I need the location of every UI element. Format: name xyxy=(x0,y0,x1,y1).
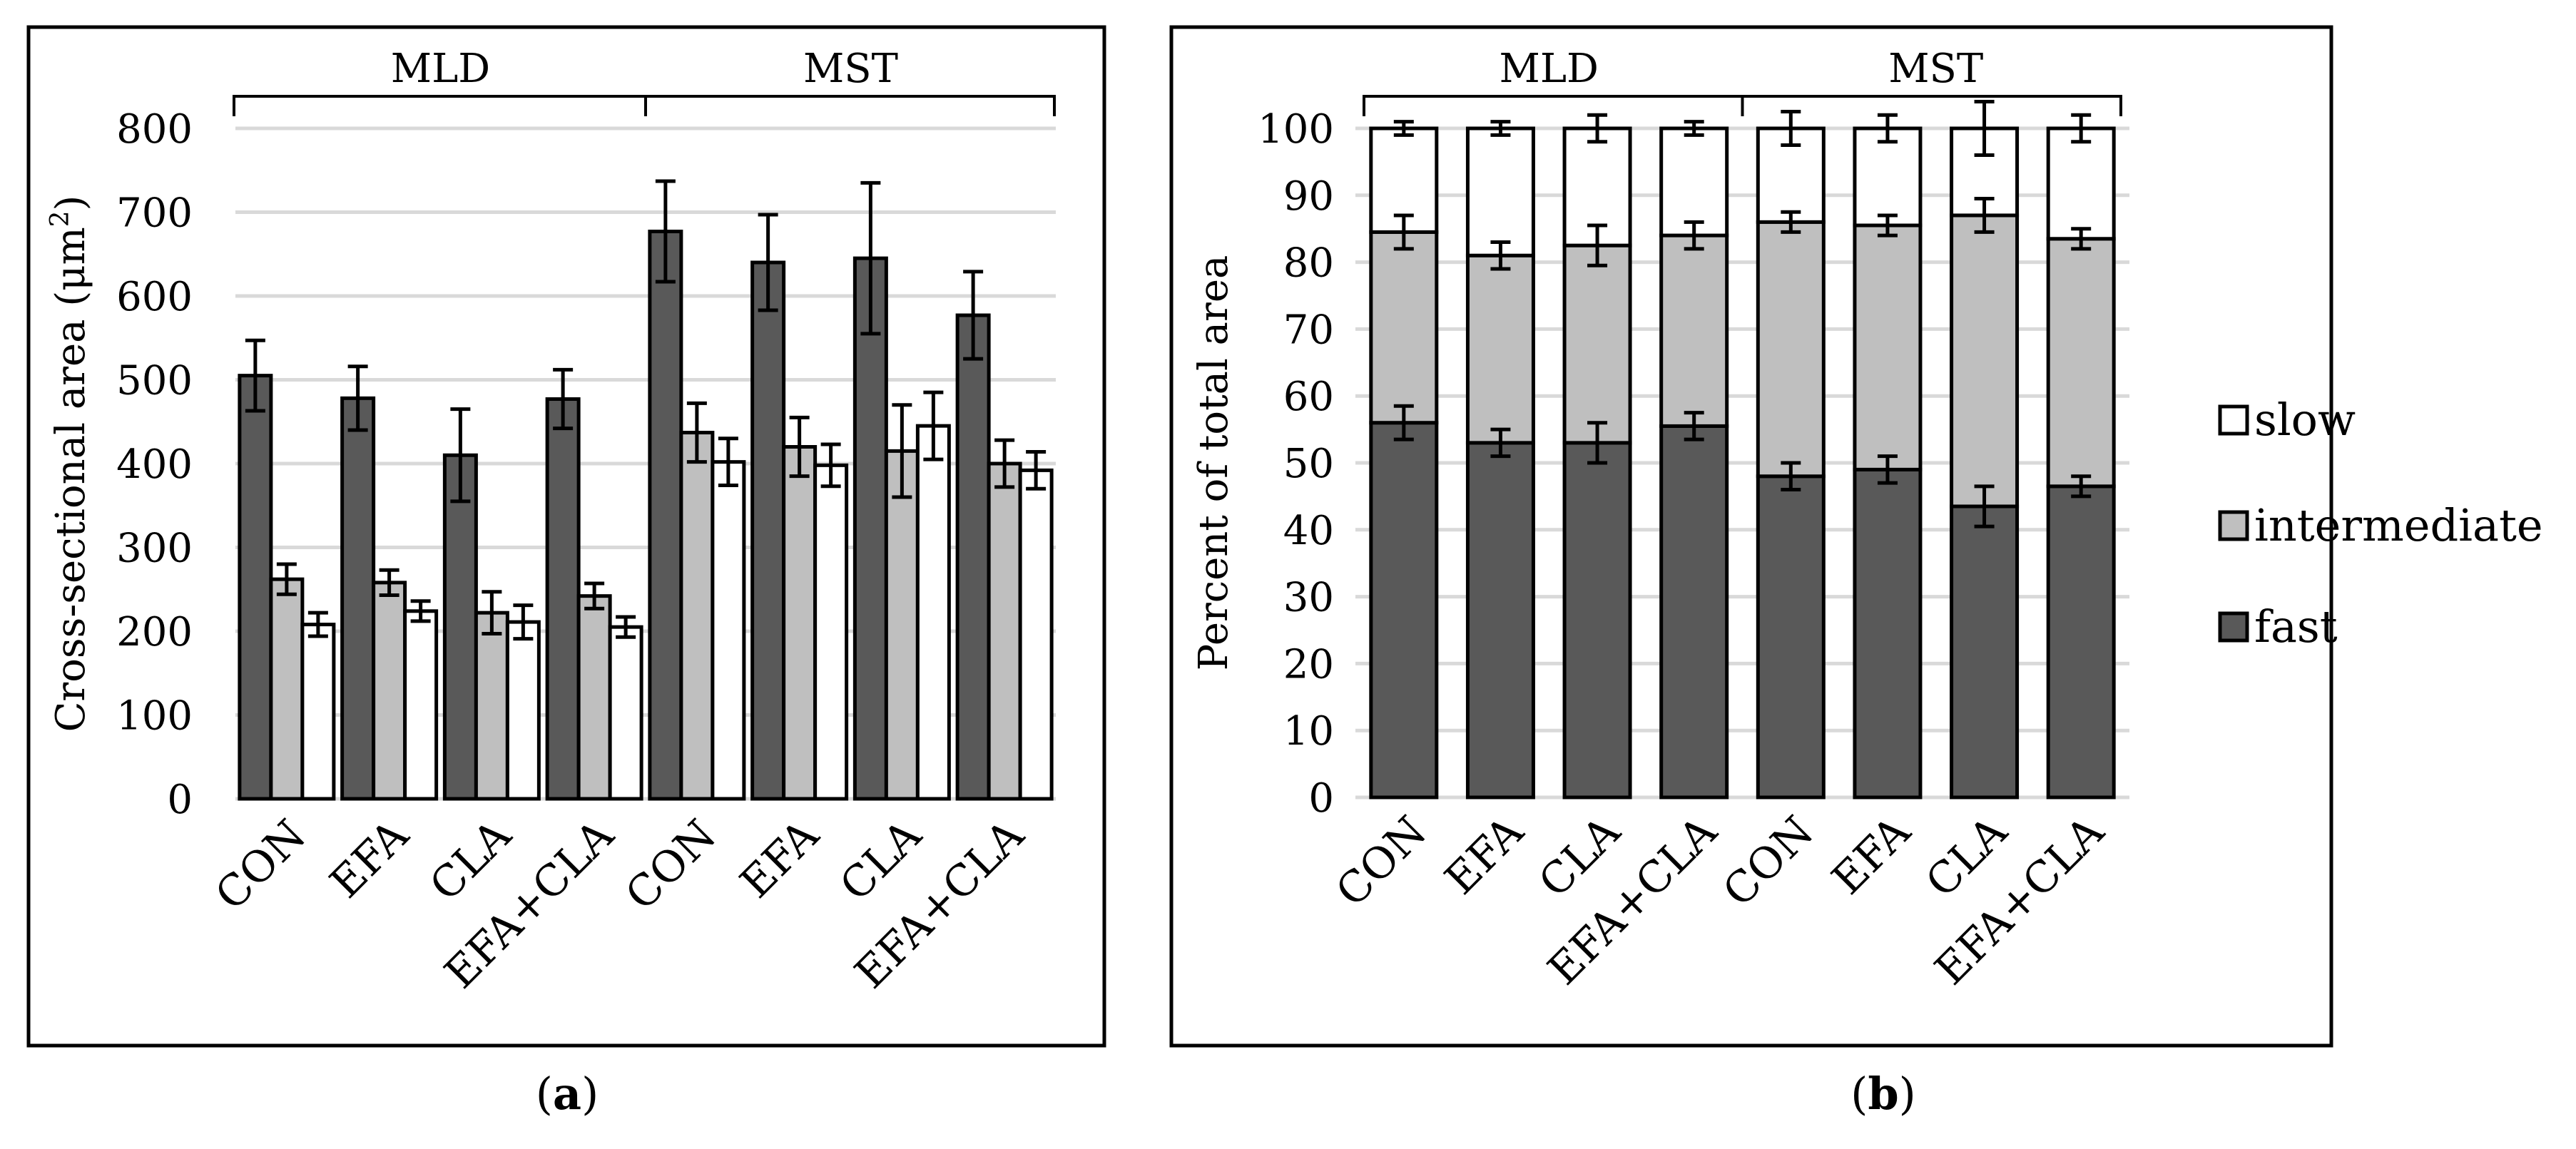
y-axis-title: Cross-sectional area (μm2) xyxy=(46,195,94,732)
panel-b-frame xyxy=(1169,25,2333,1048)
y-tick-label: 20 xyxy=(1283,641,1334,688)
bar-segment-intermediate xyxy=(1465,253,1535,445)
legend-swatch-intermediate xyxy=(2218,510,2249,541)
bar-segment-intermediate xyxy=(1562,243,1632,445)
y-axis-title-tail: ) xyxy=(48,195,94,211)
y-tick-label: 60 xyxy=(1283,374,1334,420)
bar-segment-slow xyxy=(1853,126,1923,228)
bar-segment-slow xyxy=(1465,126,1535,257)
bar-fast xyxy=(340,396,376,801)
y-axis-title-text: Cross-sectional area (μm xyxy=(48,227,94,732)
y-tick-label: 200 xyxy=(116,609,193,655)
bar-segment-intermediate xyxy=(2046,237,2116,489)
group-bracket-mst xyxy=(644,95,1056,116)
bar-segment-fast xyxy=(1369,421,1439,800)
bar-segment-intermediate xyxy=(1659,233,1729,428)
y-tick-label: 0 xyxy=(167,777,193,823)
y-tick-label: 0 xyxy=(1308,775,1334,822)
bar-slow xyxy=(1018,468,1054,801)
panel-a-frame xyxy=(26,25,1106,1048)
bar-fast xyxy=(852,256,888,801)
legend: slow intermediate fast xyxy=(2218,394,2543,653)
y-tick-label: 400 xyxy=(116,441,193,488)
bar-fast xyxy=(442,453,478,801)
bar-intermediate xyxy=(782,445,818,801)
y-tick-label: 300 xyxy=(116,526,193,572)
bar-intermediate xyxy=(372,581,407,801)
panel-b-caption: (b) xyxy=(1850,1068,1916,1120)
y-tick-label: 100 xyxy=(1258,106,1334,153)
bar-slow xyxy=(403,609,439,801)
bar-segment-fast xyxy=(1950,504,2020,800)
bar-segment-intermediate xyxy=(1756,220,1826,479)
group-label-mst: MST xyxy=(803,46,898,92)
y-tick-label: 500 xyxy=(116,358,193,404)
legend-label-fast: fast xyxy=(2254,601,2338,653)
bar-segment-intermediate xyxy=(1950,213,2020,509)
bar-segment-intermediate xyxy=(1369,230,1439,425)
bar-slow xyxy=(608,625,643,801)
bar-segment-fast xyxy=(1562,441,1632,800)
bar-intermediate xyxy=(576,594,612,801)
bar-segment-intermediate xyxy=(1853,223,1923,471)
bar-intermediate xyxy=(987,461,1022,801)
panel-a-label: a xyxy=(553,1068,581,1120)
panel-b-label: b xyxy=(1868,1068,1898,1120)
y-tick-label: 700 xyxy=(116,190,193,237)
y-tick-label: 100 xyxy=(116,693,193,740)
panel-a-caption: (a) xyxy=(536,1068,599,1120)
y-tick-label: 50 xyxy=(1283,441,1334,487)
y-tick-label: 10 xyxy=(1283,708,1334,755)
group-label-mst: MST xyxy=(1888,46,1983,92)
y-tick-label: 30 xyxy=(1283,575,1334,621)
legend-label-slow: slow xyxy=(2254,394,2356,446)
bar-fast xyxy=(545,397,581,801)
bar-segment-fast xyxy=(2046,484,2116,800)
bar-segment-fast xyxy=(1659,424,1729,800)
bar-fast xyxy=(750,260,786,801)
y-tick-label: 70 xyxy=(1283,307,1334,353)
group-label-mld: MLD xyxy=(1500,46,1599,92)
y-tick-label: 800 xyxy=(116,106,193,153)
bar-intermediate xyxy=(269,577,305,801)
bar-fast xyxy=(238,374,273,801)
bar-intermediate xyxy=(474,611,509,801)
bar-fast xyxy=(648,230,683,801)
bar-slow xyxy=(300,623,336,801)
y-axis-title: Percent of total area xyxy=(1191,255,1237,671)
bar-slow xyxy=(915,424,951,801)
bar-intermediate xyxy=(884,449,920,801)
bar-slow xyxy=(813,463,849,801)
bar-slow xyxy=(505,620,541,801)
bar-fast xyxy=(955,313,991,801)
y-axis-title-superscript: 2 xyxy=(46,210,75,227)
bar-segment-fast xyxy=(1853,467,1923,800)
y-tick-label: 40 xyxy=(1283,508,1334,554)
legend-label-intermediate: intermediate xyxy=(2254,499,2543,551)
bar-segment-slow xyxy=(2046,126,2116,241)
bar-segment-fast xyxy=(1465,441,1535,800)
y-tick-label: 600 xyxy=(116,274,193,320)
y-tick-label: 80 xyxy=(1283,240,1334,287)
y-tick-label: 90 xyxy=(1283,173,1334,220)
bar-intermediate xyxy=(679,431,715,801)
bar-slow xyxy=(711,460,746,801)
legend-swatch-slow xyxy=(2218,404,2249,436)
legend-swatch-fast xyxy=(2218,611,2249,643)
bar-segment-slow xyxy=(1659,126,1729,238)
group-bracket-mst xyxy=(1741,95,2122,116)
group-label-mld: MLD xyxy=(391,46,490,92)
bar-segment-fast xyxy=(1756,474,1826,800)
